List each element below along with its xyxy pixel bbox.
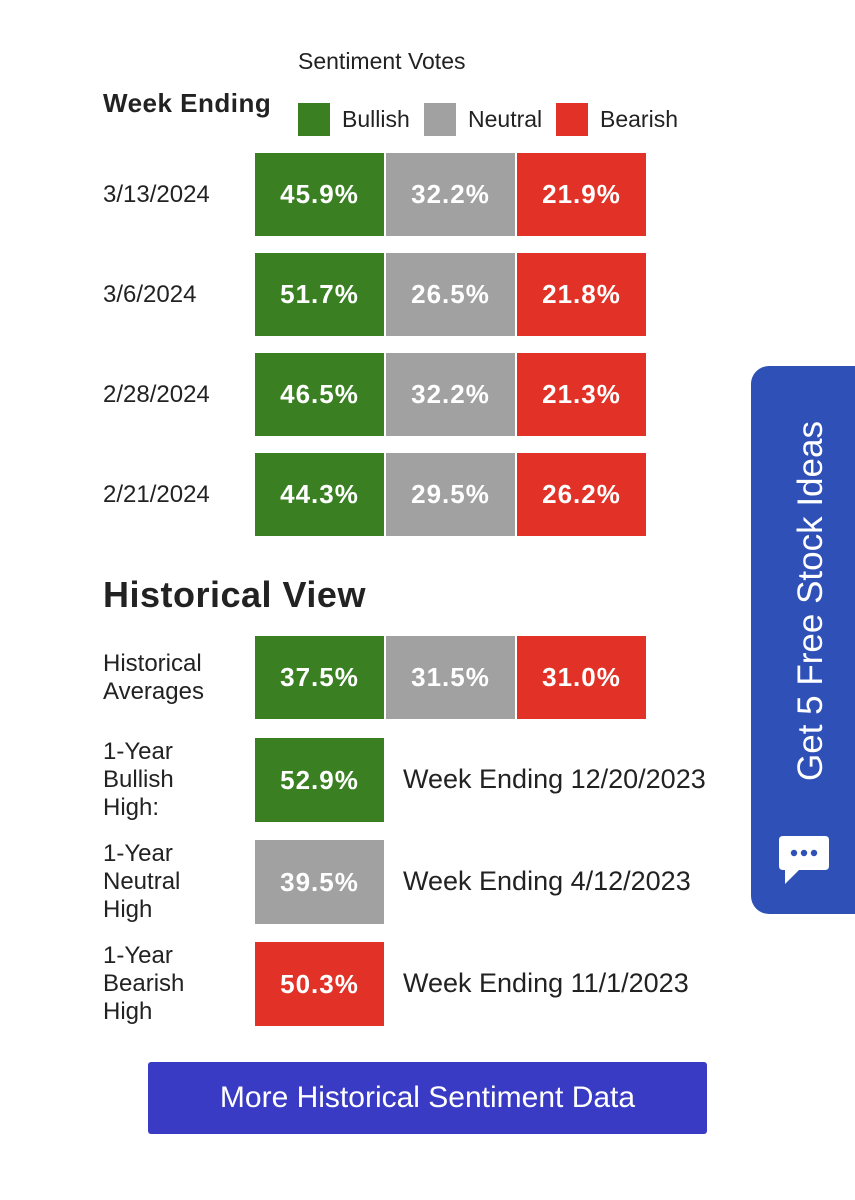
week-date: 3/6/2024 <box>103 281 197 308</box>
bearish-cell: 21.3% <box>517 353 646 436</box>
bearish-high-week: Week Ending 11/1/2023 <box>403 968 689 998</box>
bullish-cell: 51.7% <box>255 253 384 336</box>
label-line: Bearish <box>103 970 185 997</box>
label-line: High <box>103 998 153 1025</box>
neutral-high-cell: 39.5% <box>255 840 384 924</box>
legend-bullish-label: Bullish <box>342 105 410 132</box>
legend-bearish-label: Bearish <box>600 105 678 132</box>
more-historical-data-button[interactable]: More Historical Sentiment Data <box>148 1062 707 1134</box>
legend-neutral-label: Neutral <box>468 105 543 132</box>
week-date: 2/21/2024 <box>103 481 210 508</box>
label-line: Averages <box>103 678 204 705</box>
legend-neutral: Neutral <box>424 102 542 136</box>
bullish-cell: 45.9% <box>255 153 384 236</box>
week-date: 2/28/2024 <box>103 381 210 408</box>
bullish-cell: 37.5% <box>255 636 384 719</box>
neutral-cell: 26.5% <box>386 253 515 336</box>
label-line: Bullish <box>103 766 174 793</box>
legend-bullish: Bullish <box>298 102 410 136</box>
bearish-cell: 21.9% <box>517 153 646 236</box>
sentiment-votes-title: Sentiment Votes <box>298 48 466 74</box>
bullish-swatch <box>298 102 330 136</box>
bullish-high-week: Week Ending 12/20/2023 <box>403 764 706 794</box>
bearish-high-label: 1-Year Bearish High <box>103 942 184 1026</box>
bearish-swatch <box>556 102 588 136</box>
bearish-high-cell: 50.3% <box>255 942 384 1026</box>
label-line: Historical <box>103 650 202 677</box>
bullish-high-cell: 52.9% <box>255 738 384 822</box>
bullish-cell: 44.3% <box>255 453 384 536</box>
label-line: 1-Year <box>103 942 173 969</box>
neutral-cell: 32.2% <box>386 153 515 236</box>
historical-averages-label: Historical Averages <box>103 650 204 706</box>
chat-bubble-icon <box>779 836 829 884</box>
bearish-cell: 21.8% <box>517 253 646 336</box>
neutral-high-week: Week Ending 4/12/2023 <box>403 866 691 896</box>
neutral-swatch <box>424 102 456 136</box>
neutral-high-label: 1-Year Neutral High <box>103 840 180 924</box>
label-line: High: <box>103 794 160 821</box>
week-ending-header: Week Ending <box>103 88 272 118</box>
label-line: 1-Year <box>103 738 173 765</box>
week-date: 3/13/2024 <box>103 181 210 208</box>
label-line: Neutral <box>103 868 181 895</box>
neutral-cell: 29.5% <box>386 453 515 536</box>
label-line: High <box>103 896 153 923</box>
neutral-cell: 31.5% <box>386 636 515 719</box>
historical-view-title: Historical View <box>103 574 366 615</box>
get-free-stock-ideas-tab[interactable]: Get 5 Free Stock Ideas <box>751 366 855 914</box>
bullish-high-label: 1-Year Bullish High: <box>103 738 174 822</box>
neutral-cell: 32.2% <box>386 353 515 436</box>
legend-bearish: Bearish <box>556 102 678 136</box>
label-line: 1-Year <box>103 840 173 867</box>
bearish-cell: 26.2% <box>517 453 646 536</box>
bullish-cell: 46.5% <box>255 353 384 436</box>
side-tab-label: Get 5 Free Stock Ideas <box>791 421 830 781</box>
bearish-cell: 31.0% <box>517 636 646 719</box>
